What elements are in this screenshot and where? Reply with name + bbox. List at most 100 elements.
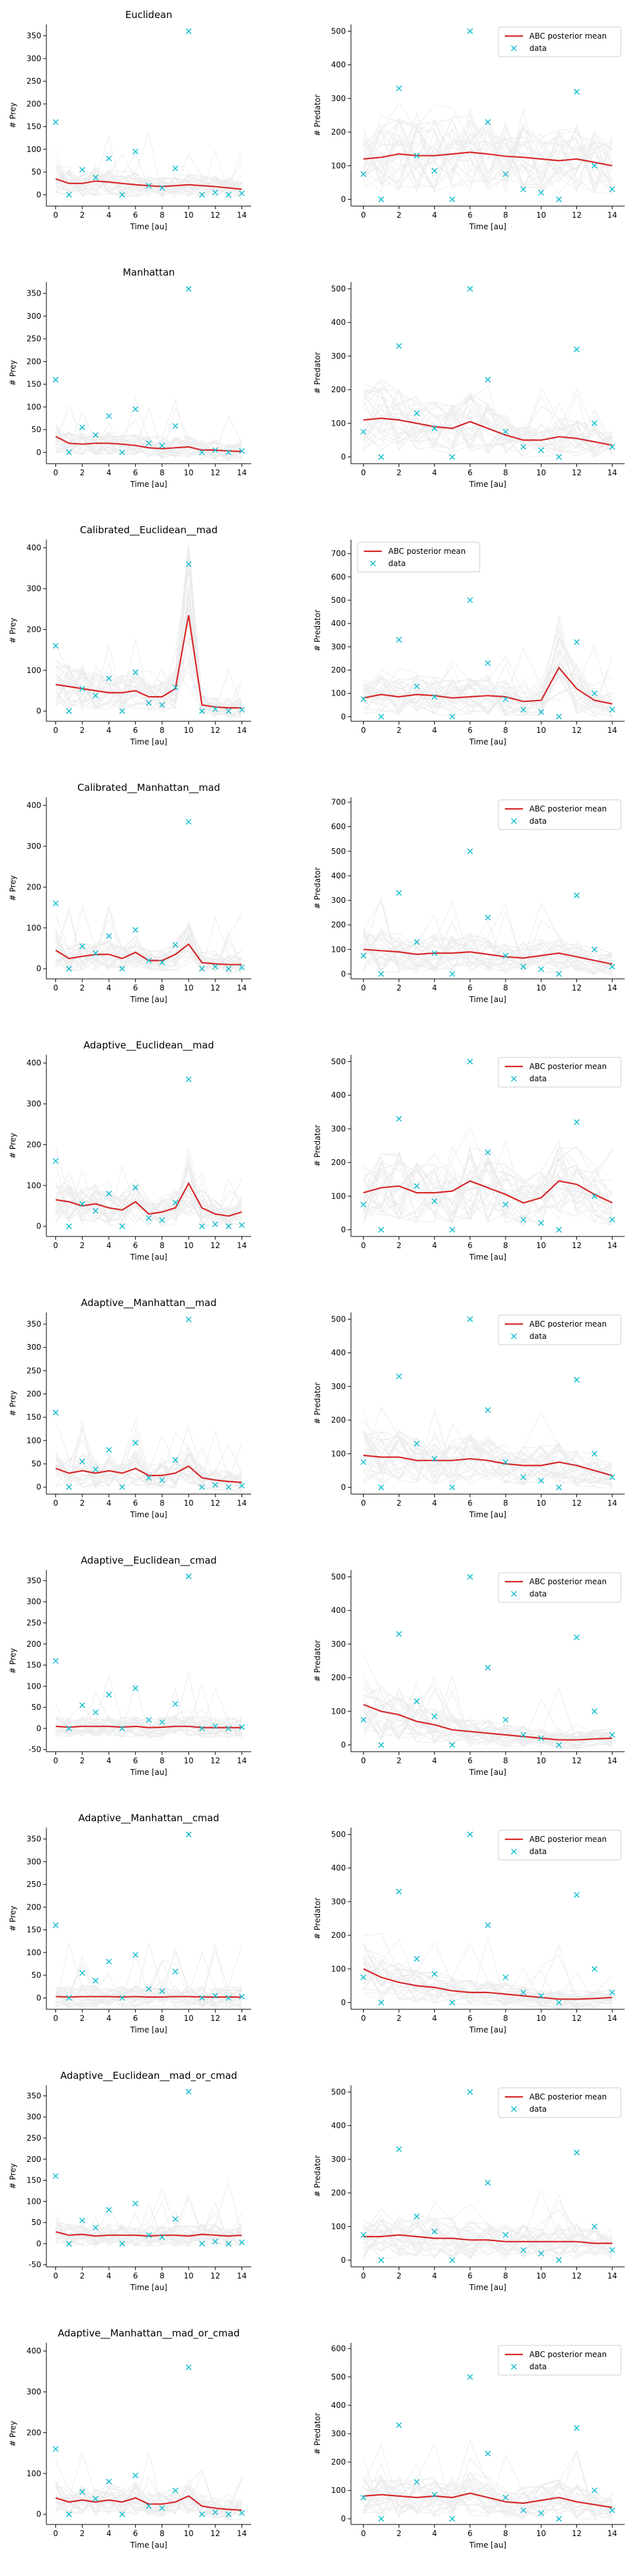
data-point: [502, 1459, 509, 1465]
posterior-sample-line: [363, 1969, 612, 2007]
y-tick-label: 400: [331, 61, 346, 70]
data-point: [431, 1971, 438, 1977]
posterior-sample-line: [55, 2212, 242, 2246]
x-tick-label: 8: [503, 211, 508, 220]
x-tick-label: 4: [106, 1499, 111, 1508]
posterior-sample-line: [363, 1431, 613, 1485]
y-tick-label: 500: [331, 1314, 346, 1323]
x-tick-label: 0: [53, 2271, 59, 2280]
y-axis-label: # Prey: [8, 1390, 17, 1416]
posterior-sample-line: [363, 2443, 613, 2514]
posterior-sample-line: [363, 119, 612, 193]
posterior-samples: [363, 896, 613, 976]
data-point: [92, 432, 99, 439]
data-point: [413, 1183, 420, 1189]
data-point: [609, 186, 616, 193]
x-tick-label: 10: [184, 1241, 193, 1250]
x-tick-label: 0: [53, 983, 59, 992]
data-point: [132, 1439, 138, 1446]
data-point: [484, 660, 491, 667]
posterior-sample-line: [363, 1437, 612, 1484]
posterior-sample-line: [363, 1432, 612, 1486]
posterior-mean-line: [55, 615, 242, 709]
posterior-sample-line: [55, 670, 242, 712]
x-tick-label: 6: [468, 1756, 473, 1765]
posterior-sample-line: [55, 1674, 242, 1736]
x-tick-label: 10: [184, 726, 193, 735]
posterior-sample-line: [363, 1973, 612, 2006]
posterior-sample-line: [363, 665, 613, 716]
data-point: [119, 191, 126, 198]
legend-data-label: data: [529, 44, 547, 53]
posterior-sample-line: [55, 907, 242, 974]
y-tick-label: 300: [331, 352, 346, 361]
y-tick-label: 150: [26, 2176, 41, 2185]
legend-mean-label: ABC posterior mean: [388, 547, 466, 556]
posterior-sample-line: [363, 1961, 612, 2005]
y-tick-label: 300: [331, 2155, 346, 2164]
posterior-sample-line: [363, 1713, 613, 1749]
posterior-sample-line: [55, 905, 242, 970]
x-tick-label: 10: [536, 726, 546, 735]
data-point: [106, 2478, 112, 2485]
posterior-sample-line: [55, 1718, 242, 1738]
data-point: [609, 963, 616, 970]
posterior-sample-line: [363, 1969, 612, 2009]
y-tick-label: 200: [331, 2188, 346, 2197]
x-tick-label: 12: [572, 1756, 582, 1765]
posterior-sample-line: [55, 149, 242, 196]
posterior-sample-line: [363, 108, 612, 194]
posterior-sample-line: [55, 544, 242, 715]
posterior-sample-line: [363, 2443, 613, 2512]
posterior-sample-line: [55, 587, 242, 715]
y-tick-label: 200: [26, 357, 41, 366]
posterior-sample-line: [363, 104, 613, 189]
legend-data-swatch: [511, 1848, 517, 1855]
data-point: [520, 1217, 527, 1223]
posterior-sample-line: [55, 1716, 242, 1738]
posterior-sample-line: [363, 119, 612, 175]
data-point: [146, 1717, 152, 1723]
legend-mean-label: ABC posterior mean: [529, 1320, 607, 1329]
data-point: [431, 1455, 438, 1462]
posterior-sample-line: [55, 569, 242, 718]
posterior-sample-line: [55, 1719, 242, 1737]
posterior-sample-line: [363, 115, 613, 185]
data-point: [395, 1115, 402, 1122]
x-tick-label: 8: [503, 2014, 508, 2023]
y-tick-label: 50: [32, 2218, 41, 2227]
data-point: [484, 1406, 491, 1413]
y-tick-label: 600: [331, 573, 346, 582]
x-tick-label: 12: [572, 2271, 582, 2280]
data-point: [239, 2510, 245, 2516]
y-tick-label: 400: [331, 1091, 346, 1100]
posterior-sample-line: [363, 124, 613, 194]
data-point: [502, 952, 509, 959]
data-point: [225, 449, 232, 455]
x-axis-label: Time [au]: [129, 480, 167, 489]
data-point: [159, 1719, 166, 1725]
data-point: [185, 2364, 192, 2371]
chart-title: Adaptive__Euclidean__cmad: [81, 1555, 217, 1567]
x-tick-label: 4: [432, 1756, 437, 1765]
x-tick-label: 2: [397, 2271, 402, 2280]
data-point: [395, 85, 402, 91]
x-tick-label: 4: [106, 2014, 111, 2023]
posterior-sample-line: [55, 434, 242, 459]
data-point: [159, 2234, 166, 2240]
x-tick-label: 12: [572, 1241, 582, 1250]
data-point: [484, 118, 491, 125]
posterior-sample-line: [55, 426, 242, 457]
posterior-sample-line: [55, 153, 242, 198]
legend-box: [498, 2345, 621, 2376]
posterior-sample-line: [55, 1454, 242, 1490]
x-tick-label: 6: [133, 468, 138, 477]
posterior-sample-line: [55, 397, 242, 460]
y-tick-label: 350: [26, 1835, 41, 1844]
posterior-sample-line: [55, 1946, 242, 2002]
posterior-sample-line: [363, 396, 613, 455]
y-axis-label: # Predator: [313, 1897, 322, 1939]
posterior-sample-line: [363, 1701, 612, 1750]
posterior-samples: [55, 542, 242, 719]
x-axis-label: Time [au]: [469, 480, 507, 489]
